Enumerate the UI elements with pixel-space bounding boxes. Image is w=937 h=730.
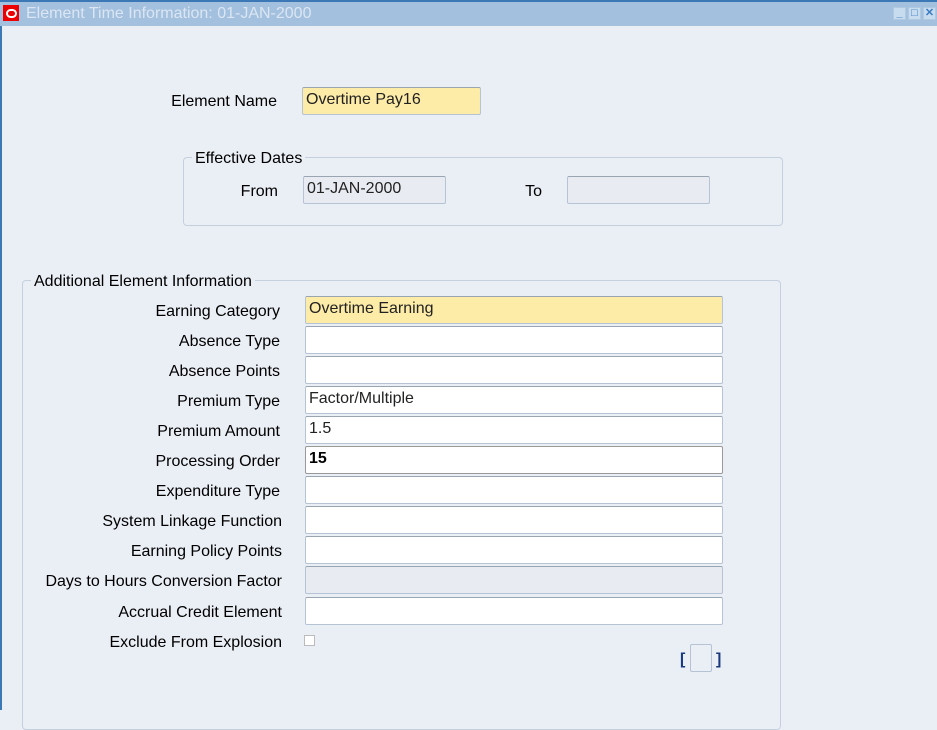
- processing-order-field[interactable]: 15: [305, 446, 723, 474]
- window-title: Element Time Information: 01-JAN-2000: [26, 5, 312, 22]
- element-name-field[interactable]: Overtime Pay16: [302, 87, 481, 115]
- window-border: [0, 26, 2, 710]
- descriptive-flexfield-button[interactable]: [690, 644, 712, 672]
- maximize-button[interactable]: □: [908, 7, 921, 20]
- premium-type-field[interactable]: Factor/Multiple: [305, 386, 723, 414]
- accrual-credit-element-label: Accrual Credit Element: [118, 604, 282, 621]
- element-name-label: Element Name: [171, 93, 277, 110]
- effective-dates-group: [183, 157, 783, 226]
- earning-category-field[interactable]: Overtime Earning: [305, 296, 723, 324]
- absence-type-label: Absence Type: [178, 333, 280, 350]
- absence-points-label: Absence Points: [168, 363, 280, 380]
- accrual-credit-element-field[interactable]: [305, 597, 723, 625]
- system-linkage-function-label: System Linkage Function: [102, 513, 282, 530]
- absence-type-field[interactable]: [305, 326, 723, 354]
- close-button[interactable]: ✕: [923, 7, 936, 20]
- oracle-logo-icon: [3, 5, 19, 21]
- premium-amount-label: Premium Amount: [157, 423, 280, 440]
- additional-info-legend: Additional Element Information: [31, 273, 255, 291]
- exclude-checkbox[interactable]: [304, 635, 315, 646]
- days-to-hours-conversion-factor-field[interactable]: [305, 566, 723, 594]
- expenditure-type-field[interactable]: [305, 476, 723, 504]
- days-to-hours-conversion-factor-label: Days to Hours Conversion Factor: [45, 573, 282, 590]
- bracket-close: ]: [716, 651, 722, 668]
- effective-dates-legend: Effective Dates: [192, 150, 306, 168]
- premium-type-label: Premium Type: [177, 393, 280, 410]
- from-label: From: [240, 183, 278, 200]
- exclude-label: Exclude From Explosion: [109, 634, 282, 651]
- from-date-field[interactable]: 01-JAN-2000: [303, 176, 446, 204]
- to-date-field[interactable]: [567, 176, 710, 204]
- earning-category-label: Earning Category: [155, 303, 280, 320]
- earning-policy-points-label: Earning Policy Points: [130, 543, 282, 560]
- earning-policy-points-field[interactable]: [305, 536, 723, 564]
- system-linkage-function-field[interactable]: [305, 506, 723, 534]
- bracket-open: [: [680, 651, 686, 668]
- to-label: To: [525, 183, 542, 200]
- processing-order-label: Processing Order: [155, 453, 281, 470]
- title-bar: Element Time Information: 01-JAN-2000 _ …: [0, 0, 937, 26]
- minimize-button[interactable]: _: [893, 7, 906, 20]
- expenditure-type-label: Expenditure Type: [155, 483, 280, 500]
- absence-points-field[interactable]: [305, 356, 723, 384]
- premium-amount-field[interactable]: 1.5: [305, 416, 723, 444]
